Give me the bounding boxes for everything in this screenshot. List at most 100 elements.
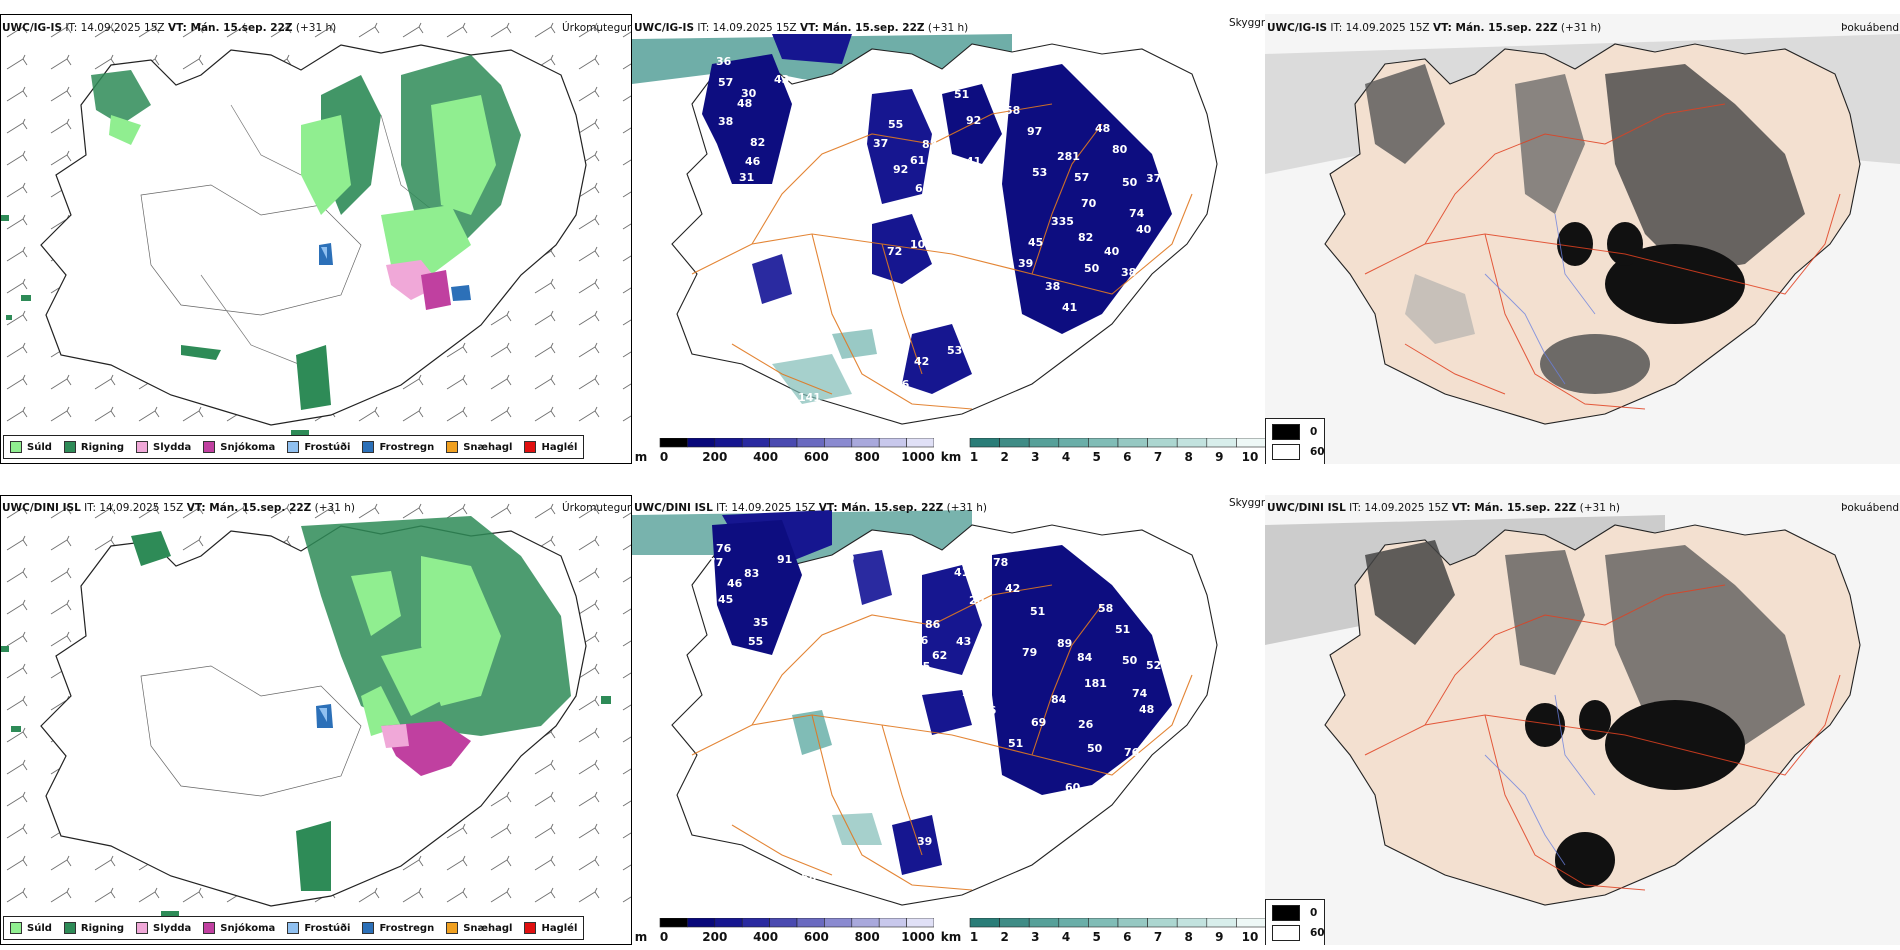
colorbar-swatch <box>851 438 880 448</box>
legend-item: Súld <box>10 922 52 934</box>
cloud-base-value: 42 <box>1005 582 1020 595</box>
sleet-snow-areas <box>316 704 471 776</box>
colorbar-tick: 800 <box>854 450 880 464</box>
valid-time: VT: Mán. 15.sep. 22Z <box>1432 22 1558 34</box>
cloud-base-value: 45 <box>1028 826 1043 839</box>
colorbar-swatch <box>906 918 934 928</box>
cloud-base-value: 62 <box>1156 633 1171 646</box>
issue-time: IT: 14.09.2025 15Z <box>1330 22 1430 34</box>
colorbar-tick: 0 <box>659 930 669 944</box>
legend-label: Snæhagl <box>463 922 513 934</box>
colorbar-swatch <box>1058 918 1089 928</box>
cloud-base-value: 43 <box>774 73 789 86</box>
colorbar-tick: 6 <box>1123 930 1132 944</box>
cloud-base-value: 37 <box>864 56 879 69</box>
cloud-base-value: 48 <box>1095 122 1110 135</box>
colorbar-tick: 3 <box>1031 450 1040 464</box>
cloud-base-value: 141 <box>798 391 821 404</box>
roads <box>691 584 1193 891</box>
colorbar-swatch <box>878 438 907 448</box>
valid-time: VT: Mán. 15.sep. 22Z <box>186 502 312 514</box>
cloud-base-value: 30 <box>741 87 757 100</box>
cloud-base-value: 76 <box>1124 746 1140 759</box>
model-name: UWC/DINI ISL <box>1267 502 1346 514</box>
legend-swatch <box>10 922 22 934</box>
fog-panel-bottom: 0 60 <box>1265 495 1900 945</box>
cloud-base-value: 69 <box>1031 716 1046 729</box>
cloud-base-value: 41 <box>966 155 981 168</box>
cloud-base-value: 57 <box>718 76 733 89</box>
legend-label: Haglél <box>541 441 578 453</box>
legend-swatch <box>63 922 76 934</box>
rivers <box>1484 694 1596 866</box>
cloud-base-value: 26 <box>1153 134 1169 147</box>
colorbar-tick: 10 <box>1241 450 1259 464</box>
cloud-base-value: 122 <box>890 734 913 747</box>
cloud-base-value: 45 <box>718 593 733 606</box>
cloud-base-value: 40 <box>1136 223 1152 236</box>
colorbar-swatch <box>1088 918 1119 928</box>
colorbar-tick: 1 <box>969 450 979 464</box>
precip-panel-top: Súld Rigning Slydda Snjókoma Frostúði Frostre… <box>0 14 632 464</box>
colorbar-tick: 3 <box>1031 930 1040 944</box>
cloud-base-value: 38 <box>1045 280 1060 293</box>
precip-title-bottom: Úrkomutegund <box>562 502 641 514</box>
cloud-panel-bottom: 77 35 46 30 31 86 20 46 51 84 69 58 74 62 59 44 54 62 60 76… <box>632 495 1262 945</box>
cloud-base-value: 97 <box>891 598 906 611</box>
colorbar-swatch <box>1028 918 1060 928</box>
cloud-base-value: 45 <box>929 160 944 173</box>
cloud-base-value: 49 <box>1156 614 1171 627</box>
legend-label: Rigning <box>80 922 125 934</box>
fog-low-label: 60 <box>1310 446 1325 458</box>
lead-time: (+31 h) <box>314 502 356 514</box>
legend-label: Snjókoma <box>220 922 276 934</box>
colorbar-tick: 600 <box>803 450 829 464</box>
issue-time: IT: 14.09.2025 15Z <box>697 22 797 34</box>
cloud-base-value: 97 <box>1027 125 1042 138</box>
fog-map-bottom <box>1265 495 1900 945</box>
visibility-colorbar-ticks: km 1 2 3 4 5 6 7 8 9 10 <box>941 450 1266 464</box>
precip-header-top: UWC/IG-IS IT: 14.09.2025 15Z VT: Mán. 15… <box>2 22 336 34</box>
cloud-base-value: 55 <box>888 118 903 131</box>
cloud-base-value: 57 <box>990 76 1005 89</box>
colorbar-tick: 0 <box>659 450 669 464</box>
colorbar-tick: 2 <box>1000 930 1009 944</box>
legend-label: Frostregn <box>379 922 435 934</box>
colorbar-unit: km <box>940 930 962 944</box>
model-name: UWC/DINI ISL <box>2 502 81 514</box>
cloud-base-value: 36 <box>894 378 910 391</box>
colorbar-tick: 400 <box>753 930 779 944</box>
cloud-base-value: 46 <box>727 577 743 590</box>
colorbar-swatch <box>769 438 798 448</box>
fog-legend-bottom: 0 60 <box>1265 899 1325 945</box>
legend-item: Rigning <box>63 441 124 453</box>
colorbar-tick: 10 <box>1241 930 1259 944</box>
cloud-base-value: 92 <box>893 163 908 176</box>
cloud-base-value: 84 <box>1077 651 1093 664</box>
cloud-base-value: 76 <box>716 542 732 555</box>
colorbar-tick: 4 <box>1061 930 1071 944</box>
fog-low-swatch <box>1272 925 1300 941</box>
cloud-base-value: 46 <box>981 704 997 717</box>
cloud-base-value: 82 <box>750 136 765 149</box>
cloud-base-value: 48 <box>737 97 752 110</box>
cloud-base-value: 46 <box>745 155 761 168</box>
legend-swatch <box>203 441 216 453</box>
coastal-green-specks <box>1 215 309 438</box>
cloud-base-value: 45 <box>1028 236 1043 249</box>
colorbar-tick: 4 <box>1061 450 1071 464</box>
legend-swatch <box>136 922 149 934</box>
model-name: UWC/IG-IS <box>634 22 695 34</box>
colorbar-tick: 7 <box>1153 450 1163 464</box>
cloud-base-value: 741 <box>864 534 887 547</box>
legend-swatch <box>10 441 22 453</box>
cloud-base-labels: 36 38 31 37 37 64 51 61 58 281 335 82 50 37 37 33 36 37 38… <box>716 55 1188 404</box>
fog-index-areas <box>1365 64 1805 394</box>
colorbar-swatch <box>1117 918 1148 928</box>
visibility-colorbar-ticks: km 1 2 3 4 5 6 7 8 9 10 <box>940 930 1266 944</box>
legend-item: Haglél <box>524 441 577 453</box>
rivers <box>1484 213 1596 385</box>
legend-item: Frostregn <box>362 441 434 453</box>
cloud-base-value: 37 <box>1146 172 1161 185</box>
